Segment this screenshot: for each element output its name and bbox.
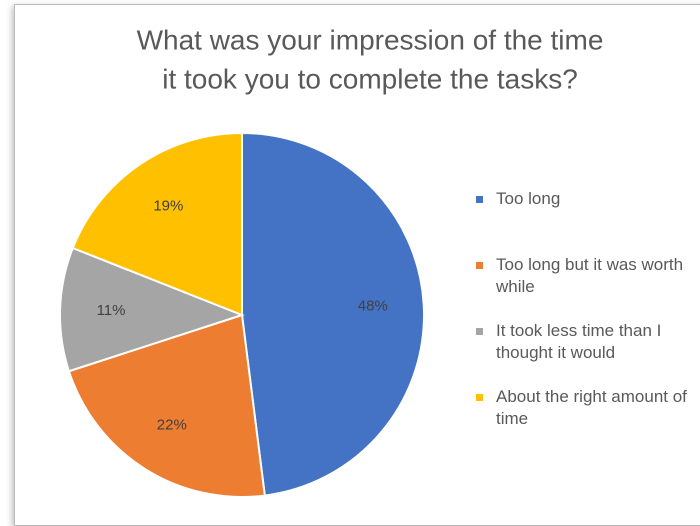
legend-swatch xyxy=(476,196,483,203)
legend-swatch xyxy=(476,262,483,269)
chart: What was your impression of the time it … xyxy=(59,24,604,498)
legend-label: About the right amount of time xyxy=(496,387,687,428)
legend-item: It took less time than I thought it woul… xyxy=(476,320,696,364)
legend-item: About the right amount of time xyxy=(476,386,696,430)
data-label: 11% xyxy=(97,302,126,319)
legend-item: Too long but it was worth while xyxy=(476,254,696,298)
chart-title: it took you to complete the tasks? xyxy=(162,63,578,94)
legend-swatch xyxy=(476,394,483,401)
pie-slice xyxy=(59,246,245,373)
legend-swatch xyxy=(476,328,483,335)
pie-slice xyxy=(67,313,266,498)
chart-title: What was your impression of the time xyxy=(137,24,604,55)
legend-item: Too long xyxy=(476,188,696,210)
page: What was your impression of the time it … xyxy=(14,4,700,526)
legend-label: It took less time than I thought it woul… xyxy=(496,321,662,362)
pie-slice xyxy=(241,131,425,497)
data-label: 19% xyxy=(153,198,183,215)
legend-label: Too long but it was worth while xyxy=(496,255,684,296)
legend: Too long Too long but it was worth while I… xyxy=(476,188,696,452)
data-label: 48% xyxy=(358,298,388,315)
data-label: 22% xyxy=(157,417,187,434)
pie-slice xyxy=(71,131,243,317)
legend-label: Too long xyxy=(496,189,561,208)
